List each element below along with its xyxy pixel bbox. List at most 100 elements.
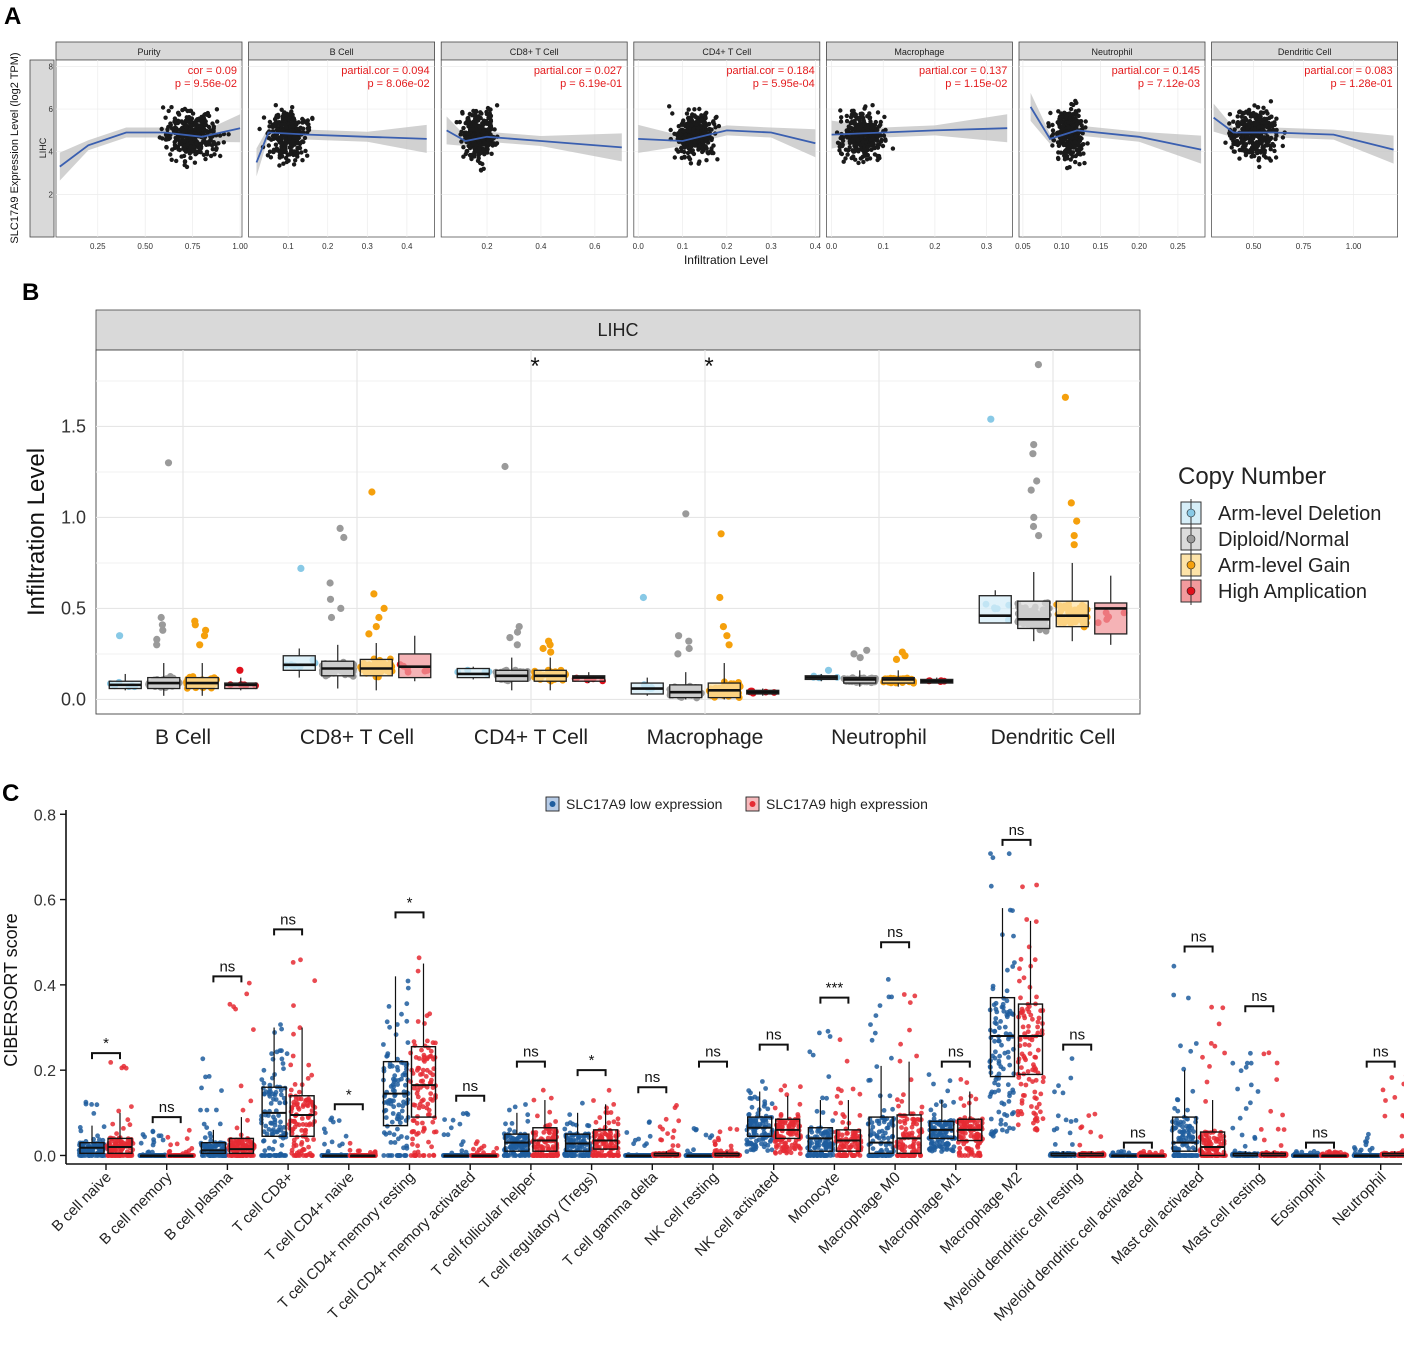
data-point xyxy=(878,119,883,125)
jitter-point xyxy=(306,1144,311,1150)
outlier-point xyxy=(546,641,554,649)
jitter-point xyxy=(312,978,318,984)
data-point xyxy=(1068,157,1073,162)
data-point xyxy=(1073,109,1078,114)
data-point xyxy=(1235,114,1240,119)
box xyxy=(282,655,316,671)
data-point xyxy=(844,118,850,124)
jitter-point xyxy=(278,1087,284,1093)
panel-title: Neutrophil xyxy=(1091,47,1132,57)
jitter-point xyxy=(429,1144,434,1150)
data-point xyxy=(189,119,194,124)
p-value-annotation: p = 1.15e-02 xyxy=(945,78,1007,90)
data-point xyxy=(285,112,290,118)
jitter-point xyxy=(167,1148,173,1154)
data-point xyxy=(289,128,294,133)
data-point xyxy=(1057,141,1062,147)
jitter-point xyxy=(219,1088,224,1093)
x-tick-label: 0.1 xyxy=(677,242,689,251)
panel-title: CD8+ T Cell xyxy=(510,47,559,57)
data-point xyxy=(1085,141,1090,146)
data-point xyxy=(190,111,196,116)
jitter-point xyxy=(391,1079,397,1085)
data-point xyxy=(484,120,490,126)
data-point xyxy=(864,157,870,162)
jitter-point xyxy=(422,1021,427,1026)
panel-label-a: A xyxy=(4,3,21,30)
data-point xyxy=(880,143,886,149)
outlier-point xyxy=(539,644,547,653)
data-point xyxy=(874,128,879,133)
jitter-point xyxy=(288,1062,294,1068)
data-point xyxy=(463,135,468,141)
data-point xyxy=(844,128,849,133)
outlier-point xyxy=(723,632,731,640)
jitter-point xyxy=(405,1040,411,1045)
legend-key-dot xyxy=(1186,560,1196,570)
data-point xyxy=(182,138,187,143)
jitter-point xyxy=(336,1118,342,1123)
p-value-annotation: p = 1.28e-01 xyxy=(1331,78,1393,90)
data-point xyxy=(690,148,695,153)
data-point xyxy=(1280,135,1286,140)
outlier-point xyxy=(236,666,244,674)
data-point xyxy=(192,160,198,165)
x-tick-label: 0.4 xyxy=(401,242,413,251)
data-point xyxy=(696,125,701,131)
data-point xyxy=(847,145,852,150)
jitter-point xyxy=(204,1125,210,1130)
data-point xyxy=(1274,133,1279,138)
data-point xyxy=(1244,148,1249,153)
outlier-point xyxy=(159,626,167,634)
data-point xyxy=(1073,159,1078,165)
y-tick-label: 1.0 xyxy=(61,507,86,527)
data-point xyxy=(835,140,841,145)
outlier-point xyxy=(326,579,334,587)
data-point xyxy=(201,115,206,121)
outlier-point xyxy=(1061,393,1069,401)
data-point xyxy=(173,138,179,143)
jitter-point xyxy=(382,1100,387,1105)
data-point xyxy=(292,152,298,157)
jitter-point xyxy=(397,1120,403,1126)
data-point xyxy=(476,114,481,119)
jitter-point xyxy=(357,1148,362,1154)
jitter-point xyxy=(299,1116,305,1121)
correlation-annotation: cor = 0.09 xyxy=(188,65,237,77)
jitter-point xyxy=(240,1107,246,1113)
data-point xyxy=(686,107,691,112)
data-point xyxy=(1231,141,1236,147)
data-point xyxy=(284,159,289,165)
jitter-point xyxy=(428,1048,434,1054)
data-point xyxy=(1263,155,1269,160)
data-point xyxy=(861,159,866,165)
data-point xyxy=(716,123,722,129)
jitter-point xyxy=(396,1102,402,1108)
jitter-point xyxy=(417,1153,422,1158)
jitter-point xyxy=(116,1108,122,1114)
outlier-point xyxy=(547,648,555,656)
jitter-point xyxy=(108,1060,114,1065)
data-point xyxy=(1077,162,1082,167)
legend-key-dot xyxy=(749,801,756,807)
data-point xyxy=(172,142,178,148)
jitter-point xyxy=(284,1051,290,1057)
data-point xyxy=(875,138,880,143)
data-point xyxy=(843,156,848,161)
data-point xyxy=(484,109,489,115)
data-point xyxy=(840,143,845,149)
x-tick-label: 0.3 xyxy=(362,242,374,251)
jitter-point xyxy=(420,1120,425,1126)
data-point xyxy=(276,137,281,143)
outlier-point xyxy=(370,590,378,598)
x-tick-label: Neutrophil xyxy=(831,726,927,749)
data-point xyxy=(692,143,698,148)
data-point xyxy=(870,125,875,130)
jitter-point xyxy=(343,1133,349,1139)
jitter-point xyxy=(184,1136,190,1141)
data-point xyxy=(165,127,170,132)
facet-strip-label: LIHC xyxy=(597,320,638,340)
outlier-point xyxy=(639,593,648,602)
data-point xyxy=(290,105,295,110)
